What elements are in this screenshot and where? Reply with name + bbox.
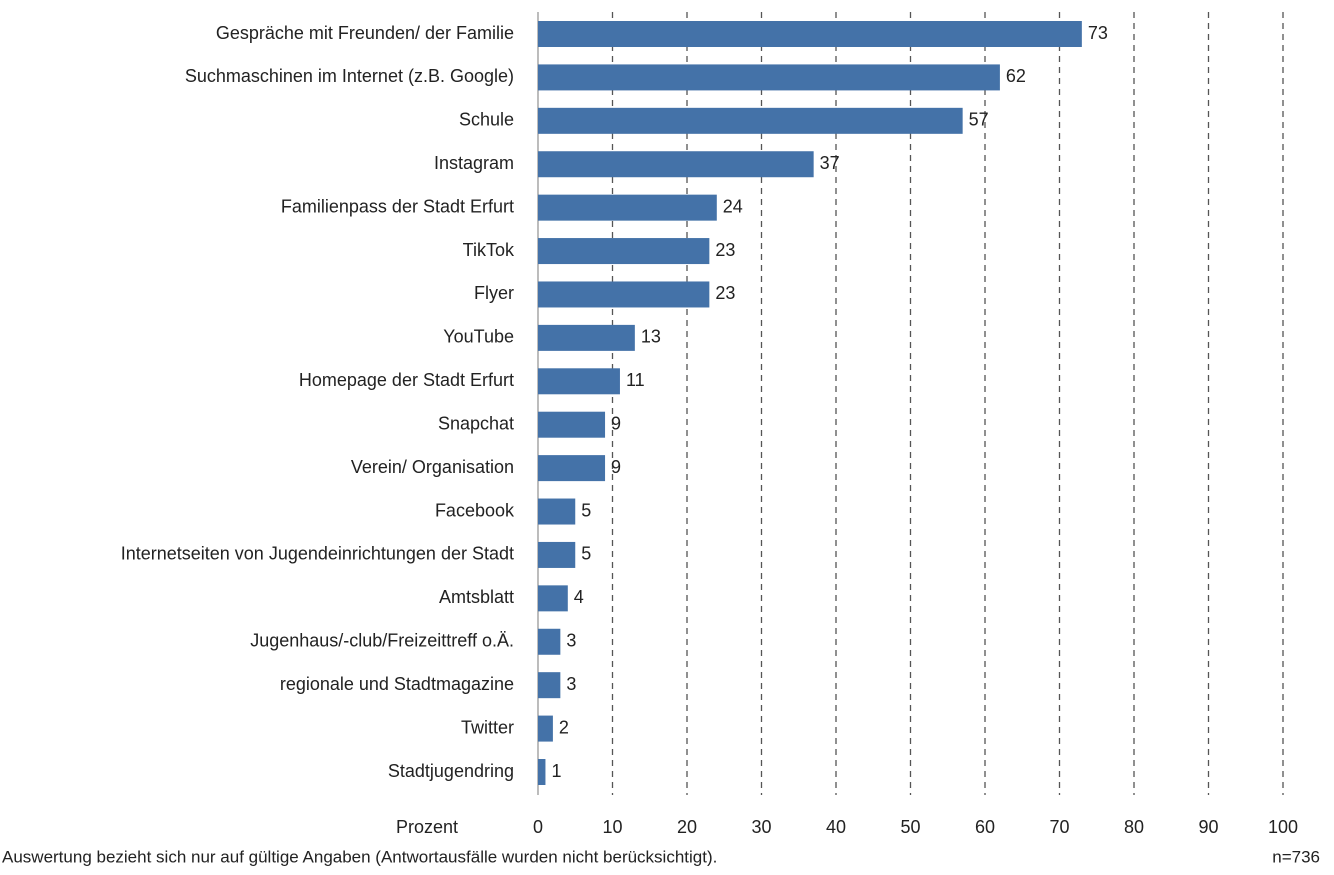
data-label: 62 — [1006, 66, 1026, 86]
y-tick-label: Twitter — [461, 717, 514, 737]
y-tick-label: Familienpass der Stadt Erfurt — [281, 196, 514, 216]
data-label: 23 — [715, 240, 735, 260]
bar — [538, 628, 561, 655]
bar — [538, 107, 963, 134]
x-tick-label: 10 — [602, 817, 622, 837]
data-label: 37 — [820, 153, 840, 173]
bar — [538, 541, 576, 568]
y-tick-label: TikTok — [463, 240, 515, 260]
data-label: 2 — [559, 717, 569, 737]
bar — [538, 455, 606, 482]
bar — [538, 238, 710, 265]
x-tick-label: 40 — [826, 817, 846, 837]
data-label: 9 — [611, 413, 621, 433]
bar — [538, 151, 814, 178]
data-label: 3 — [566, 631, 576, 651]
y-tick-label: Stadtjugendring — [388, 761, 514, 781]
data-label: 11 — [626, 370, 645, 390]
y-tick-label: Facebook — [435, 500, 515, 520]
bar — [538, 194, 717, 221]
data-label: 4 — [574, 587, 584, 607]
x-tick-label: 30 — [751, 817, 771, 837]
footnote: Auswertung bezieht sich nur auf gültige … — [2, 847, 717, 866]
data-label: 13 — [641, 327, 661, 347]
bar — [538, 411, 606, 438]
data-label: 23 — [715, 283, 735, 303]
data-label: 1 — [551, 761, 561, 781]
bar — [538, 759, 546, 785]
x-tick-label: 20 — [677, 817, 697, 837]
y-tick-label: Suchmaschinen im Internet (z.B. Google) — [185, 66, 514, 86]
bar — [538, 585, 568, 612]
bar — [538, 64, 1000, 91]
bar — [538, 368, 620, 395]
bar — [538, 672, 561, 699]
y-tick-label: Homepage der Stadt Erfurt — [299, 370, 514, 390]
y-tick-label: Internetseiten von Jugendeinrichtungen d… — [121, 544, 514, 564]
data-label: 5 — [581, 500, 591, 520]
y-tick-label: Amtsblatt — [439, 587, 514, 607]
data-label: 24 — [723, 196, 743, 216]
data-label: 73 — [1088, 23, 1108, 43]
data-label: 3 — [566, 674, 576, 694]
x-tick-label: 90 — [1198, 817, 1218, 837]
sample-size: n=736 — [1272, 847, 1320, 866]
x-tick-label: 50 — [900, 817, 920, 837]
y-tick-label: Instagram — [434, 153, 514, 173]
data-label: 5 — [581, 544, 591, 564]
x-tick-label: 100 — [1268, 817, 1298, 837]
data-label: 9 — [611, 457, 621, 477]
y-tick-label: Flyer — [474, 283, 514, 303]
x-tick-label: 70 — [1049, 817, 1069, 837]
bar — [538, 324, 635, 351]
x-tick-label: 60 — [975, 817, 995, 837]
bar — [538, 498, 576, 525]
y-tick-label: Verein/ Organisation — [351, 457, 514, 477]
bar — [538, 21, 1082, 47]
x-tick-label: 0 — [533, 817, 543, 837]
y-tick-label: YouTube — [443, 327, 514, 347]
y-tick-label: regionale und Stadtmagazine — [280, 674, 514, 694]
bar — [538, 715, 553, 742]
data-label: 57 — [969, 110, 989, 130]
y-tick-label: Schule — [459, 110, 514, 130]
x-axis-label: Prozent — [396, 817, 458, 837]
bar — [538, 281, 710, 308]
x-tick-label: 80 — [1124, 817, 1144, 837]
y-tick-label: Snapchat — [438, 413, 514, 433]
y-tick-label: Jugenhaus/-club/Freizeittreff o.Ä. — [250, 631, 514, 651]
y-tick-label: Gespräche mit Freunden/ der Familie — [216, 23, 514, 43]
